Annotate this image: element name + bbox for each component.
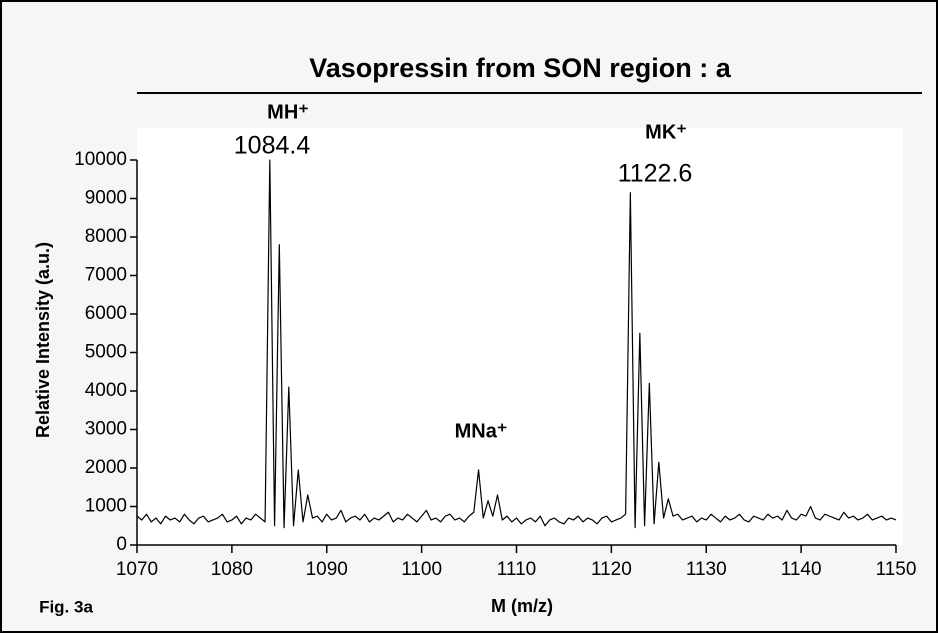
y-tick-label: 10000 — [74, 149, 127, 170]
y-tick-label: 5000 — [85, 342, 127, 363]
peak-annotation: MK⁺ — [645, 121, 687, 143]
x-axis-label: M (m/z) — [491, 596, 553, 616]
spectrum-line — [136, 159, 897, 529]
x-tick-label: 1140 — [781, 559, 822, 580]
x-tick-label: 1150 — [876, 559, 917, 580]
x-tick-label: 1120 — [591, 559, 632, 580]
y-tick-label: 9000 — [85, 188, 127, 209]
x-tick-label: 1070 — [116, 559, 158, 580]
x-tick-label: 1080 — [211, 559, 253, 580]
y-tick-label: 4000 — [85, 380, 127, 401]
x-tick-label: 1090 — [306, 559, 348, 580]
y-tick-label: 3000 — [85, 419, 127, 440]
y-tick-label: 1000 — [85, 496, 127, 517]
y-tick-label: 0 — [116, 534, 127, 555]
peak-annotation: 1084.4 — [234, 132, 311, 160]
plot-area — [137, 128, 903, 545]
y-tick-label: 6000 — [85, 303, 127, 324]
peak-annotation: MNa⁺ — [455, 420, 508, 442]
y-tick-label: 2000 — [85, 457, 127, 478]
x-tick-label: 1110 — [497, 559, 536, 580]
y-tick-label: 7000 — [85, 265, 127, 286]
chart-title: Vasopressin from SON region : a — [309, 53, 732, 83]
y-tick-label: 8000 — [85, 226, 127, 247]
peak-annotation: 1122.6 — [618, 160, 693, 188]
x-tick-label: 1130 — [686, 559, 727, 580]
x-tick-label: 1100 — [401, 559, 442, 580]
figure-label: Fig. 3a — [39, 597, 93, 616]
y-axis-label: Relative Intensity (a.u.) — [33, 242, 53, 438]
peak-annotation: MH⁺ — [267, 101, 309, 123]
